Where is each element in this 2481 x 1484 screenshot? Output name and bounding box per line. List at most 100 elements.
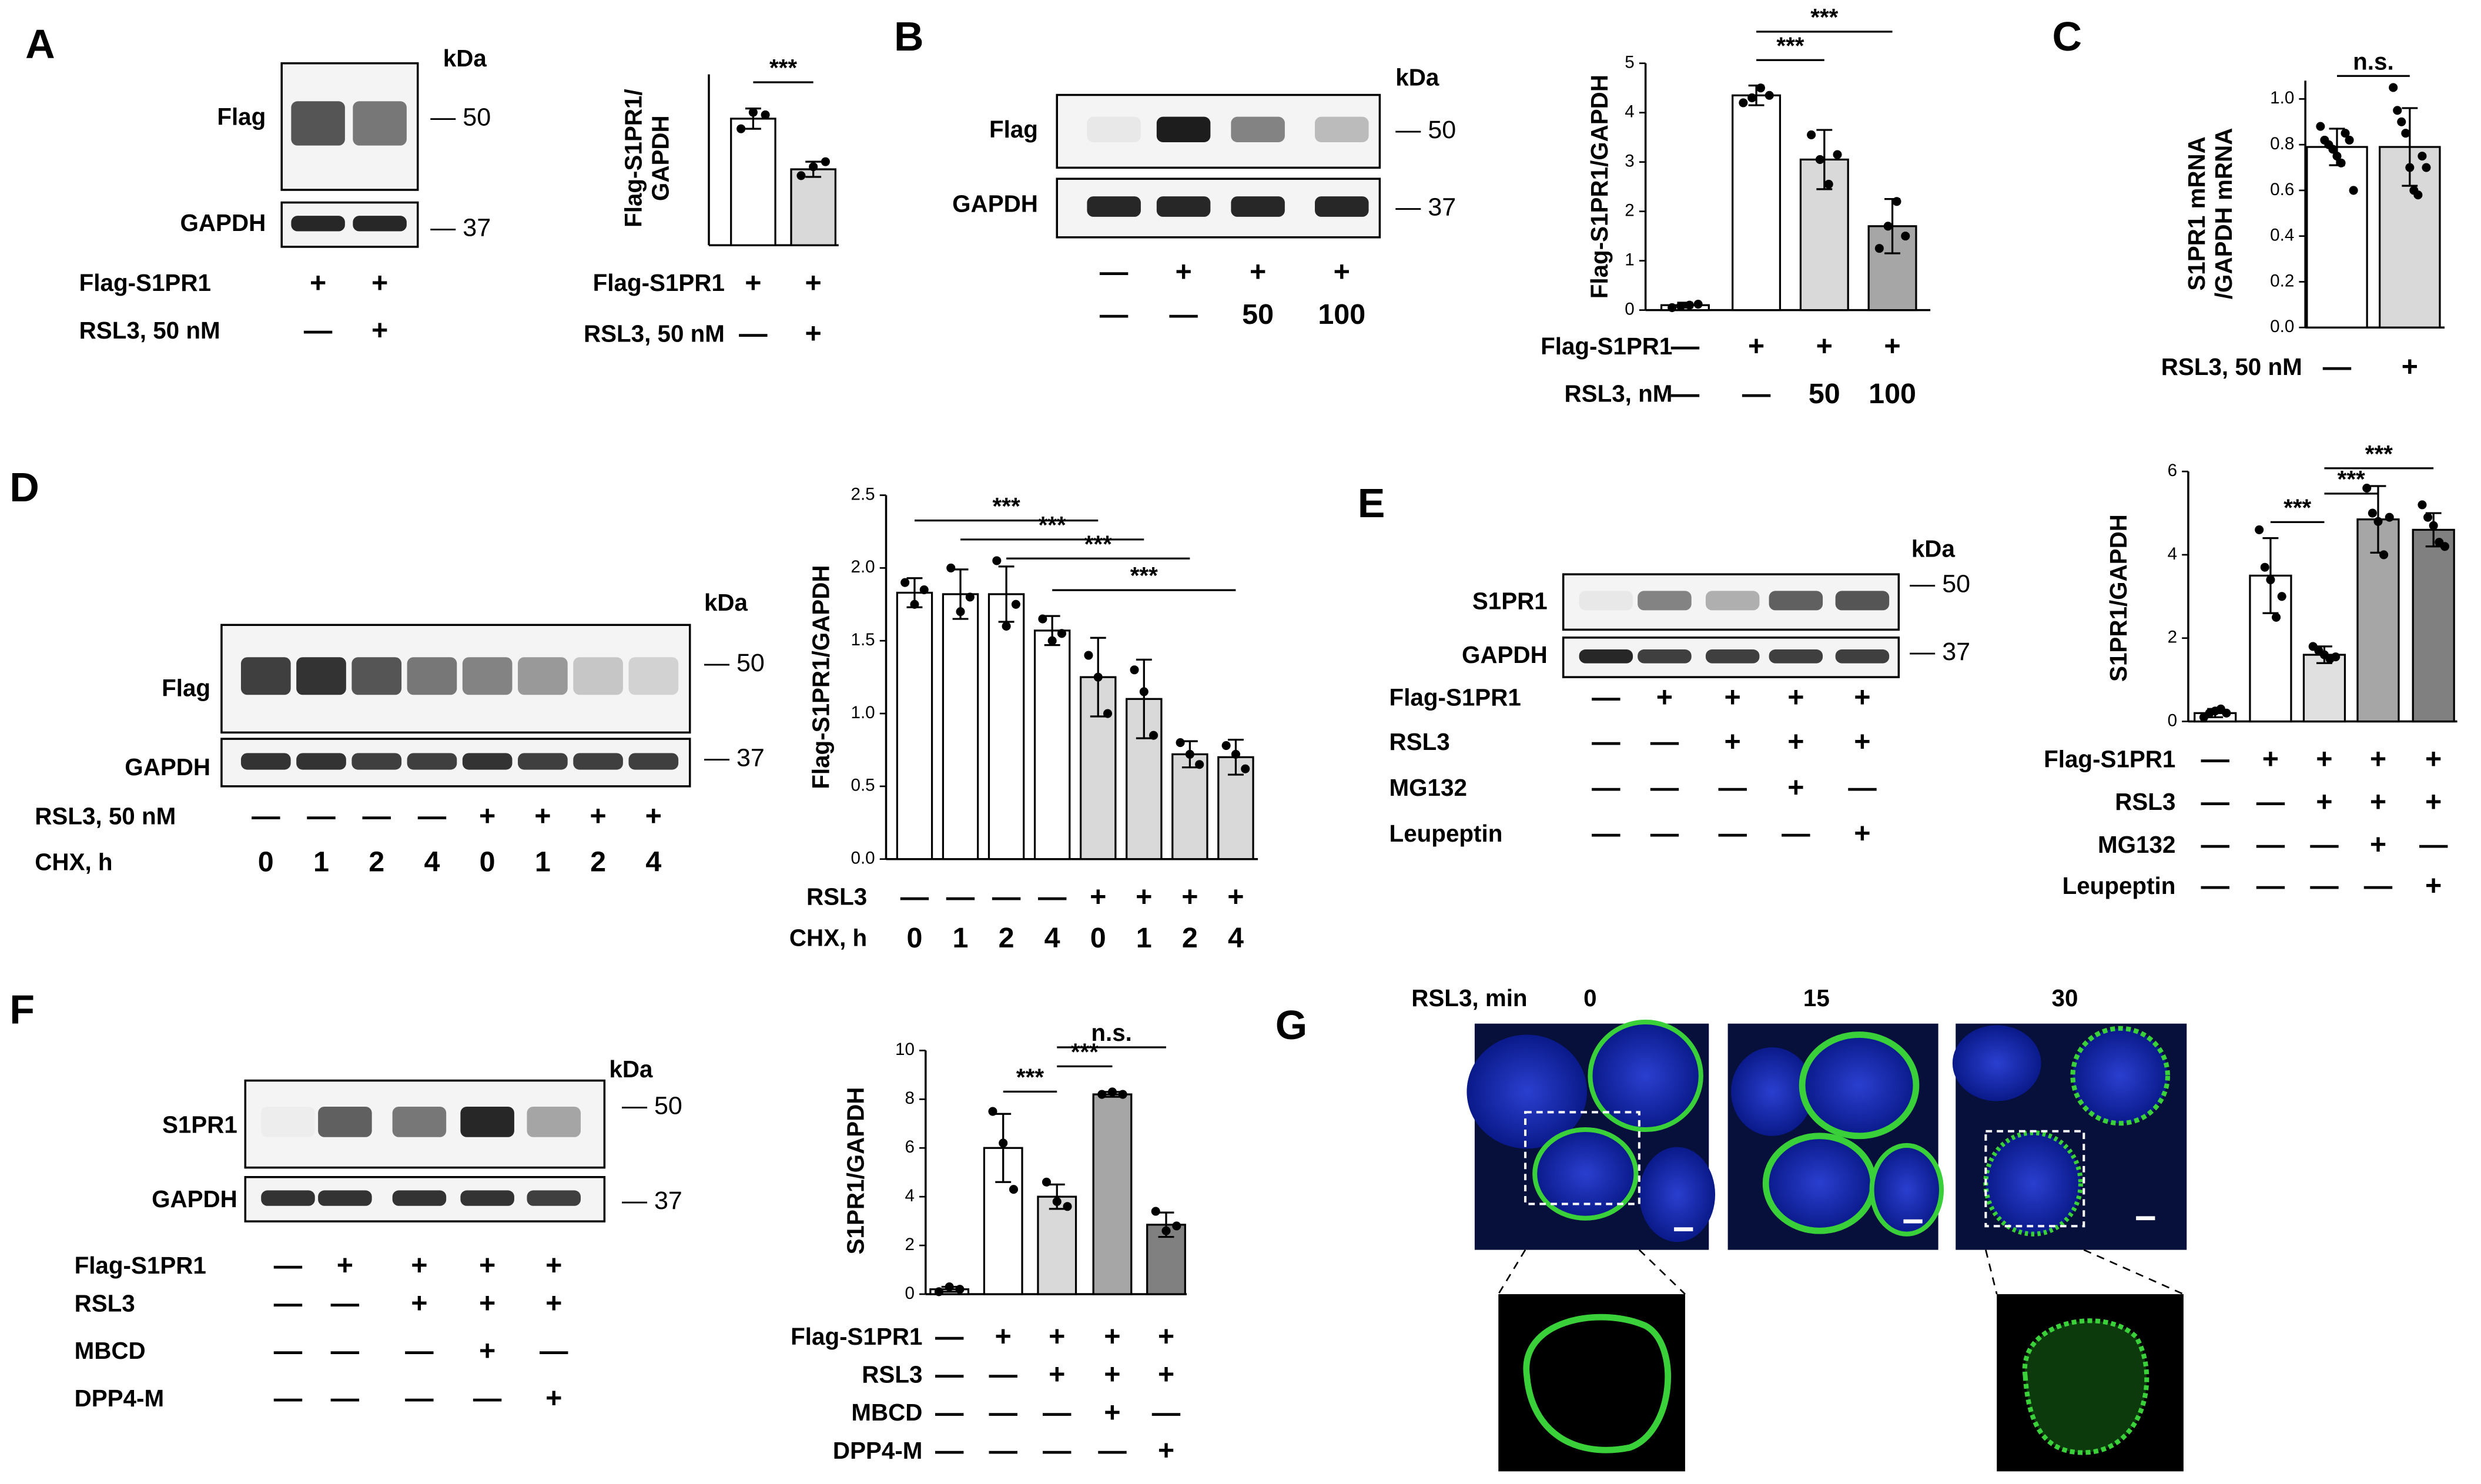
- y-axis-label: /GAPDH mRNA: [2210, 128, 2237, 300]
- data-point: [2423, 512, 2433, 522]
- microscopy-label: RSL3, min: [1411, 984, 1527, 1011]
- condition-mark: +: [805, 267, 822, 299]
- data-point: [1739, 98, 1748, 108]
- chart: 0.0 0.5 1.0 1.5 2.0 2.5 Flag-S1PR1/GAPDH *** ***…: [808, 484, 1258, 868]
- data-point: [1172, 1221, 1181, 1231]
- condition-mark: —: [2323, 351, 2352, 383]
- condition-mark: +: [411, 1249, 427, 1281]
- condition-mark: —: [1169, 299, 1198, 330]
- condition-mark: +: [534, 800, 551, 832]
- condition-mark: —: [935, 1396, 964, 1428]
- condition-mark: 1: [1136, 922, 1152, 954]
- condition-mark: +: [545, 1382, 562, 1414]
- y-tick-label: 1.0: [2270, 88, 2294, 108]
- data-point: [1765, 91, 1774, 100]
- condition-mark: +: [371, 267, 388, 299]
- condition-mark: +: [479, 1288, 495, 1319]
- condition-label: CHX, h: [789, 924, 867, 952]
- bar: [1033, 629, 1071, 860]
- data-point: [2336, 158, 2346, 168]
- data-point: [999, 1138, 1008, 1148]
- data-point: [1892, 197, 1901, 206]
- blot-band: [518, 657, 568, 695]
- condition-label: Flag-S1PR1: [1541, 333, 1672, 360]
- data-point: [1756, 83, 1765, 93]
- data-point: [1185, 749, 1194, 759]
- condition-mark: —: [2256, 786, 2285, 818]
- bar: [896, 591, 933, 860]
- data-point: [1038, 614, 1047, 624]
- condition-mark: —: [992, 881, 1021, 913]
- data-point: [965, 592, 975, 602]
- data-point: [1833, 150, 1842, 159]
- blot-band: [1835, 649, 1890, 664]
- condition-mark: +: [1725, 682, 1741, 713]
- blot-band: [1705, 591, 1760, 611]
- y-axis-label: GAPDH: [647, 115, 674, 201]
- data-point: [2277, 592, 2286, 601]
- blot-band: [1638, 591, 1692, 611]
- data-point: [1151, 1207, 1160, 1216]
- data-point: [934, 1287, 943, 1297]
- condition-mark: —: [1650, 726, 1679, 758]
- condition-mark: —: [989, 1435, 1017, 1466]
- data-point: [2405, 163, 2415, 172]
- condition-mark: +: [2370, 743, 2386, 775]
- condition-mark: +: [337, 1249, 353, 1281]
- condition-mark: —: [274, 1288, 303, 1319]
- condition-mark: —: [1100, 256, 1129, 287]
- condition-mark: 4: [1228, 922, 1244, 954]
- condition-mark: 4: [645, 846, 661, 878]
- data-point: [2349, 186, 2358, 195]
- condition-label: Leupeptin: [2063, 872, 2176, 899]
- data-point: [1161, 1226, 1171, 1235]
- data-point: [2397, 117, 2406, 126]
- blot-band: [240, 753, 291, 770]
- y-tick-label: 0: [1625, 299, 1634, 319]
- y-tick-label: 5: [1625, 53, 1634, 72]
- condition-mark: —: [1098, 1435, 1127, 1466]
- significance-label: n.s.: [2353, 48, 2394, 75]
- condition-mark: —: [1592, 772, 1620, 803]
- blot-band: [407, 657, 457, 695]
- condition-mark: —: [274, 1335, 303, 1366]
- condition-mark: +: [1104, 1321, 1120, 1352]
- timepoint-label: 30: [2052, 984, 2078, 1011]
- condition-label: MBCD: [851, 1399, 922, 1426]
- blot-band: [351, 753, 402, 770]
- size-marker: — 37: [704, 743, 765, 772]
- blot-row-label: GAPDH: [1462, 641, 1548, 668]
- blot-band: [573, 657, 623, 695]
- condition-mark: 1: [535, 846, 551, 878]
- blot-band: [296, 657, 346, 695]
- condition-label: RSL3, 50 nM: [35, 802, 176, 829]
- condition-mark: +: [1250, 256, 1266, 287]
- data-point: [1874, 244, 1884, 253]
- significance-label: ***: [1084, 530, 1112, 557]
- y-axis-label: Flag-S1PR1/GAPDH: [808, 565, 835, 789]
- condition-label: DPP4-M: [833, 1437, 923, 1464]
- blot-row-label: GAPDH: [152, 1185, 237, 1212]
- blot-band: [460, 1190, 514, 1206]
- condition-mark: —: [1650, 772, 1679, 803]
- y-axis-label: S1PR1/GAPDH: [842, 1087, 869, 1255]
- condition-mark: +: [1656, 682, 1673, 713]
- blot-band: [1156, 116, 1211, 143]
- data-point: [1057, 629, 1066, 638]
- data-point: [2385, 512, 2394, 522]
- data-point: [1747, 93, 1757, 103]
- condition-label: Flag-S1PR1: [79, 269, 211, 296]
- condition-mark: —: [1592, 682, 1620, 713]
- data-point: [2368, 508, 2377, 518]
- error-bar: [1136, 658, 1152, 739]
- y-tick-label: 2: [905, 1235, 915, 1254]
- significance-label: ***: [1810, 4, 1838, 31]
- blot-band: [353, 101, 407, 146]
- data-point: [821, 157, 830, 166]
- data-point: [2422, 163, 2431, 172]
- condition-mark: —: [1671, 378, 1700, 410]
- condition-mark: +: [1884, 330, 1900, 362]
- data-point: [900, 578, 910, 587]
- y-tick-label: 8: [905, 1088, 915, 1108]
